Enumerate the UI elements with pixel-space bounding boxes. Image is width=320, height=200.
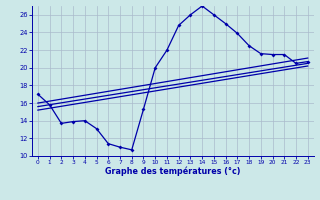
X-axis label: Graphe des températures (°c): Graphe des températures (°c) bbox=[105, 167, 241, 176]
